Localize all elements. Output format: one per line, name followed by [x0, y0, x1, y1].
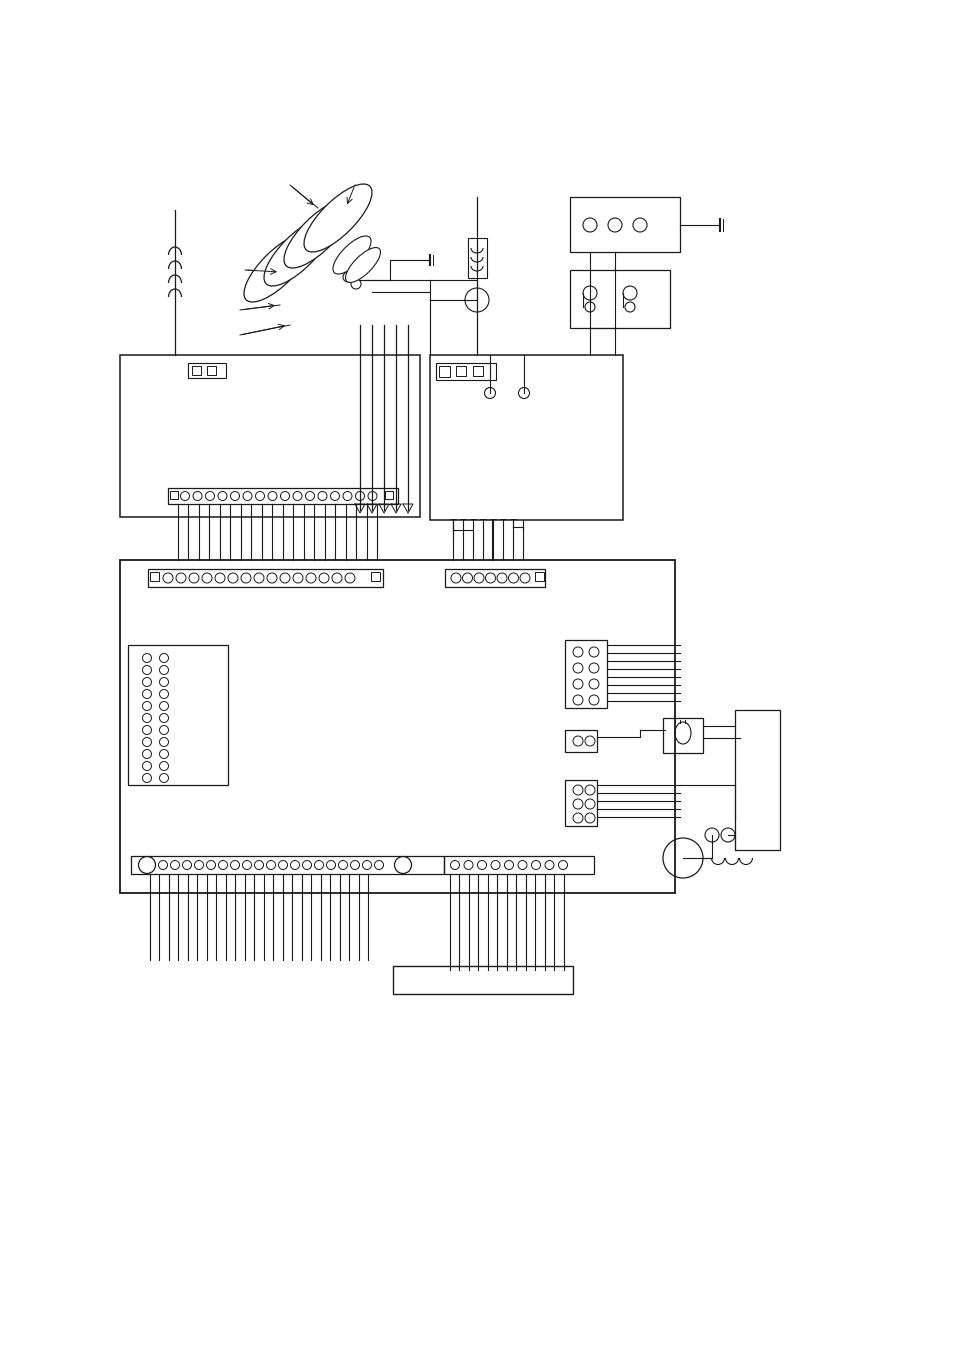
- Bar: [430, 355, 622, 520]
- Bar: [535, 571, 543, 581]
- Bar: [207, 366, 215, 376]
- Bar: [170, 490, 178, 499]
- Bar: [436, 363, 496, 380]
- Ellipse shape: [304, 184, 372, 253]
- Bar: [128, 644, 228, 785]
- Bar: [569, 197, 679, 253]
- Bar: [443, 857, 594, 874]
- Bar: [564, 730, 597, 753]
- Bar: [150, 571, 159, 581]
- Ellipse shape: [244, 234, 312, 303]
- Bar: [393, 966, 573, 994]
- Bar: [385, 490, 393, 499]
- Ellipse shape: [333, 236, 371, 274]
- Bar: [148, 569, 382, 586]
- Bar: [438, 366, 450, 377]
- Bar: [734, 711, 780, 850]
- Ellipse shape: [284, 200, 352, 267]
- Bar: [468, 238, 486, 278]
- Ellipse shape: [345, 247, 380, 282]
- Bar: [444, 569, 544, 586]
- Bar: [456, 366, 465, 376]
- Bar: [569, 270, 669, 328]
- Bar: [662, 717, 702, 753]
- Bar: [168, 488, 397, 504]
- Bar: [192, 366, 201, 376]
- Bar: [120, 355, 419, 517]
- Bar: [564, 640, 606, 708]
- Bar: [188, 363, 226, 378]
- Bar: [473, 366, 482, 376]
- Ellipse shape: [264, 218, 332, 286]
- Bar: [371, 571, 379, 581]
- Bar: [120, 561, 675, 893]
- Bar: [564, 780, 597, 825]
- Bar: [131, 857, 443, 874]
